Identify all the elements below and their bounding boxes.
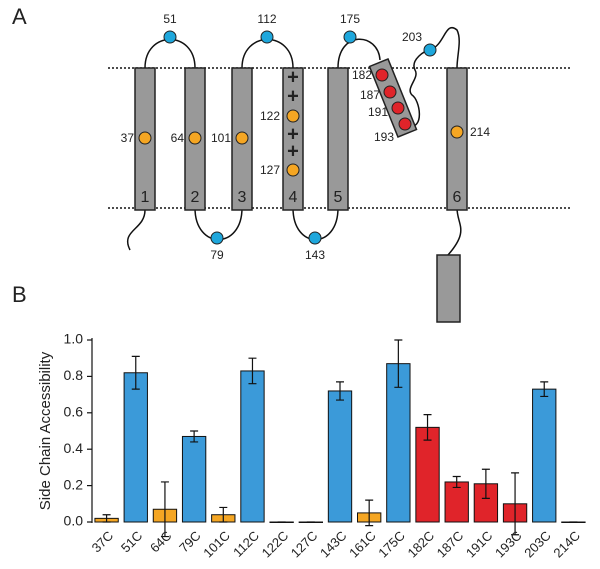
panel-label: A [12, 4, 27, 29]
x-tick-label: 51C [118, 528, 145, 555]
helix-number: 5 [334, 189, 343, 206]
diagram: A 1 2 3 4 5 6 + + + + 51 112 175 203 79 … [12, 4, 570, 323]
helix-number: 1 [141, 189, 150, 206]
x-tick-label: 191C [463, 528, 496, 561]
helix [327, 67, 349, 211]
error-bar [452, 475, 461, 489]
x-tick-label: 101C [200, 528, 233, 561]
bar [181, 435, 207, 523]
residue-label: 79 [210, 248, 224, 262]
y-axis-label: Side Chain Accessibility [37, 351, 54, 510]
helix-number: 2 [191, 189, 200, 206]
residue [235, 131, 249, 145]
residue-label: 37 [121, 131, 135, 145]
error-bar [540, 381, 549, 398]
x-tick-label: 203C [521, 528, 554, 561]
error-bar [102, 514, 111, 523]
error-bar [423, 414, 432, 441]
residue [391, 101, 405, 115]
helix-number: 6 [453, 189, 462, 206]
bar-chart: B Side Chain Accessibility 0.0 0.2 0.4 0.6 0… [12, 282, 586, 561]
charge: + [287, 66, 299, 88]
y-tick-label: 0.0 [64, 513, 84, 529]
residue-label: 203 [402, 30, 422, 44]
residue [383, 85, 397, 99]
x-tick-label: 112C [230, 528, 262, 560]
residue [210, 231, 224, 245]
residue [423, 43, 437, 57]
residue-label: 127 [260, 163, 280, 177]
residue-label: 187 [360, 88, 380, 102]
helix [282, 67, 304, 211]
residue-label: 182 [352, 68, 372, 82]
error-bar [394, 339, 403, 388]
residue-label: 214 [470, 125, 490, 139]
residue [138, 131, 152, 145]
y-tick-label: 0.4 [64, 440, 84, 456]
y-tick-label: 1.0 [64, 331, 84, 347]
helix-number: 3 [238, 189, 247, 206]
error-bar [481, 468, 490, 499]
residue-label: 191 [368, 105, 388, 119]
error-bar [511, 472, 520, 536]
error-bar [160, 481, 169, 538]
bar [240, 370, 265, 523]
charge: + [287, 123, 299, 145]
residue-label: 51 [163, 12, 177, 26]
residue-label: 175 [340, 12, 360, 26]
x-tick-label: 37C [89, 528, 116, 555]
x-tick-label: 214C [550, 528, 583, 561]
residue [188, 131, 202, 145]
error-bar [336, 381, 344, 401]
residue [163, 30, 177, 44]
residue [375, 68, 389, 82]
x-tick-label: 187C [434, 528, 467, 561]
charge: + [287, 140, 299, 162]
x-tick-label: 143C [317, 528, 350, 561]
helix-number: 4 [289, 189, 298, 206]
residue [398, 117, 412, 131]
error-bar [248, 357, 257, 385]
residue-label: 193 [374, 130, 394, 144]
residue [450, 125, 464, 139]
x-tick-label: 122C [259, 528, 292, 561]
residue [286, 109, 300, 123]
residue [343, 30, 357, 44]
residue [286, 163, 300, 177]
x-tick-label: 127C [288, 528, 321, 561]
error-bar [219, 506, 228, 523]
bar [327, 390, 353, 523]
helix [446, 67, 468, 211]
bar [415, 426, 440, 523]
charge: + [287, 85, 299, 107]
bar [532, 388, 557, 523]
bar [123, 372, 148, 523]
residue-label: 64 [171, 131, 185, 145]
y-tick-label: 0.8 [64, 367, 84, 383]
x-tick-label: 161C [346, 528, 379, 561]
residue-label: 143 [305, 248, 325, 262]
error-bar [131, 355, 140, 390]
residue-label: 101 [211, 131, 231, 145]
residue-label: 122 [260, 109, 280, 123]
panel-label: B [12, 282, 27, 307]
c-terminal-domain [436, 254, 461, 323]
error-bar [190, 430, 199, 443]
x-tick-label: 64C [147, 528, 174, 555]
y-tick-label: 0.2 [64, 476, 84, 492]
x-tick-label: 193C [492, 528, 525, 561]
error-bar [365, 499, 374, 527]
y-tick-label: 0.6 [64, 404, 84, 420]
x-tick-label: 175C [375, 528, 408, 561]
x-tick-label: 79C [176, 528, 203, 555]
x-tick-label: 182C [404, 528, 437, 561]
residue [260, 30, 274, 44]
residue-label: 112 [257, 12, 276, 26]
residue [308, 231, 322, 245]
